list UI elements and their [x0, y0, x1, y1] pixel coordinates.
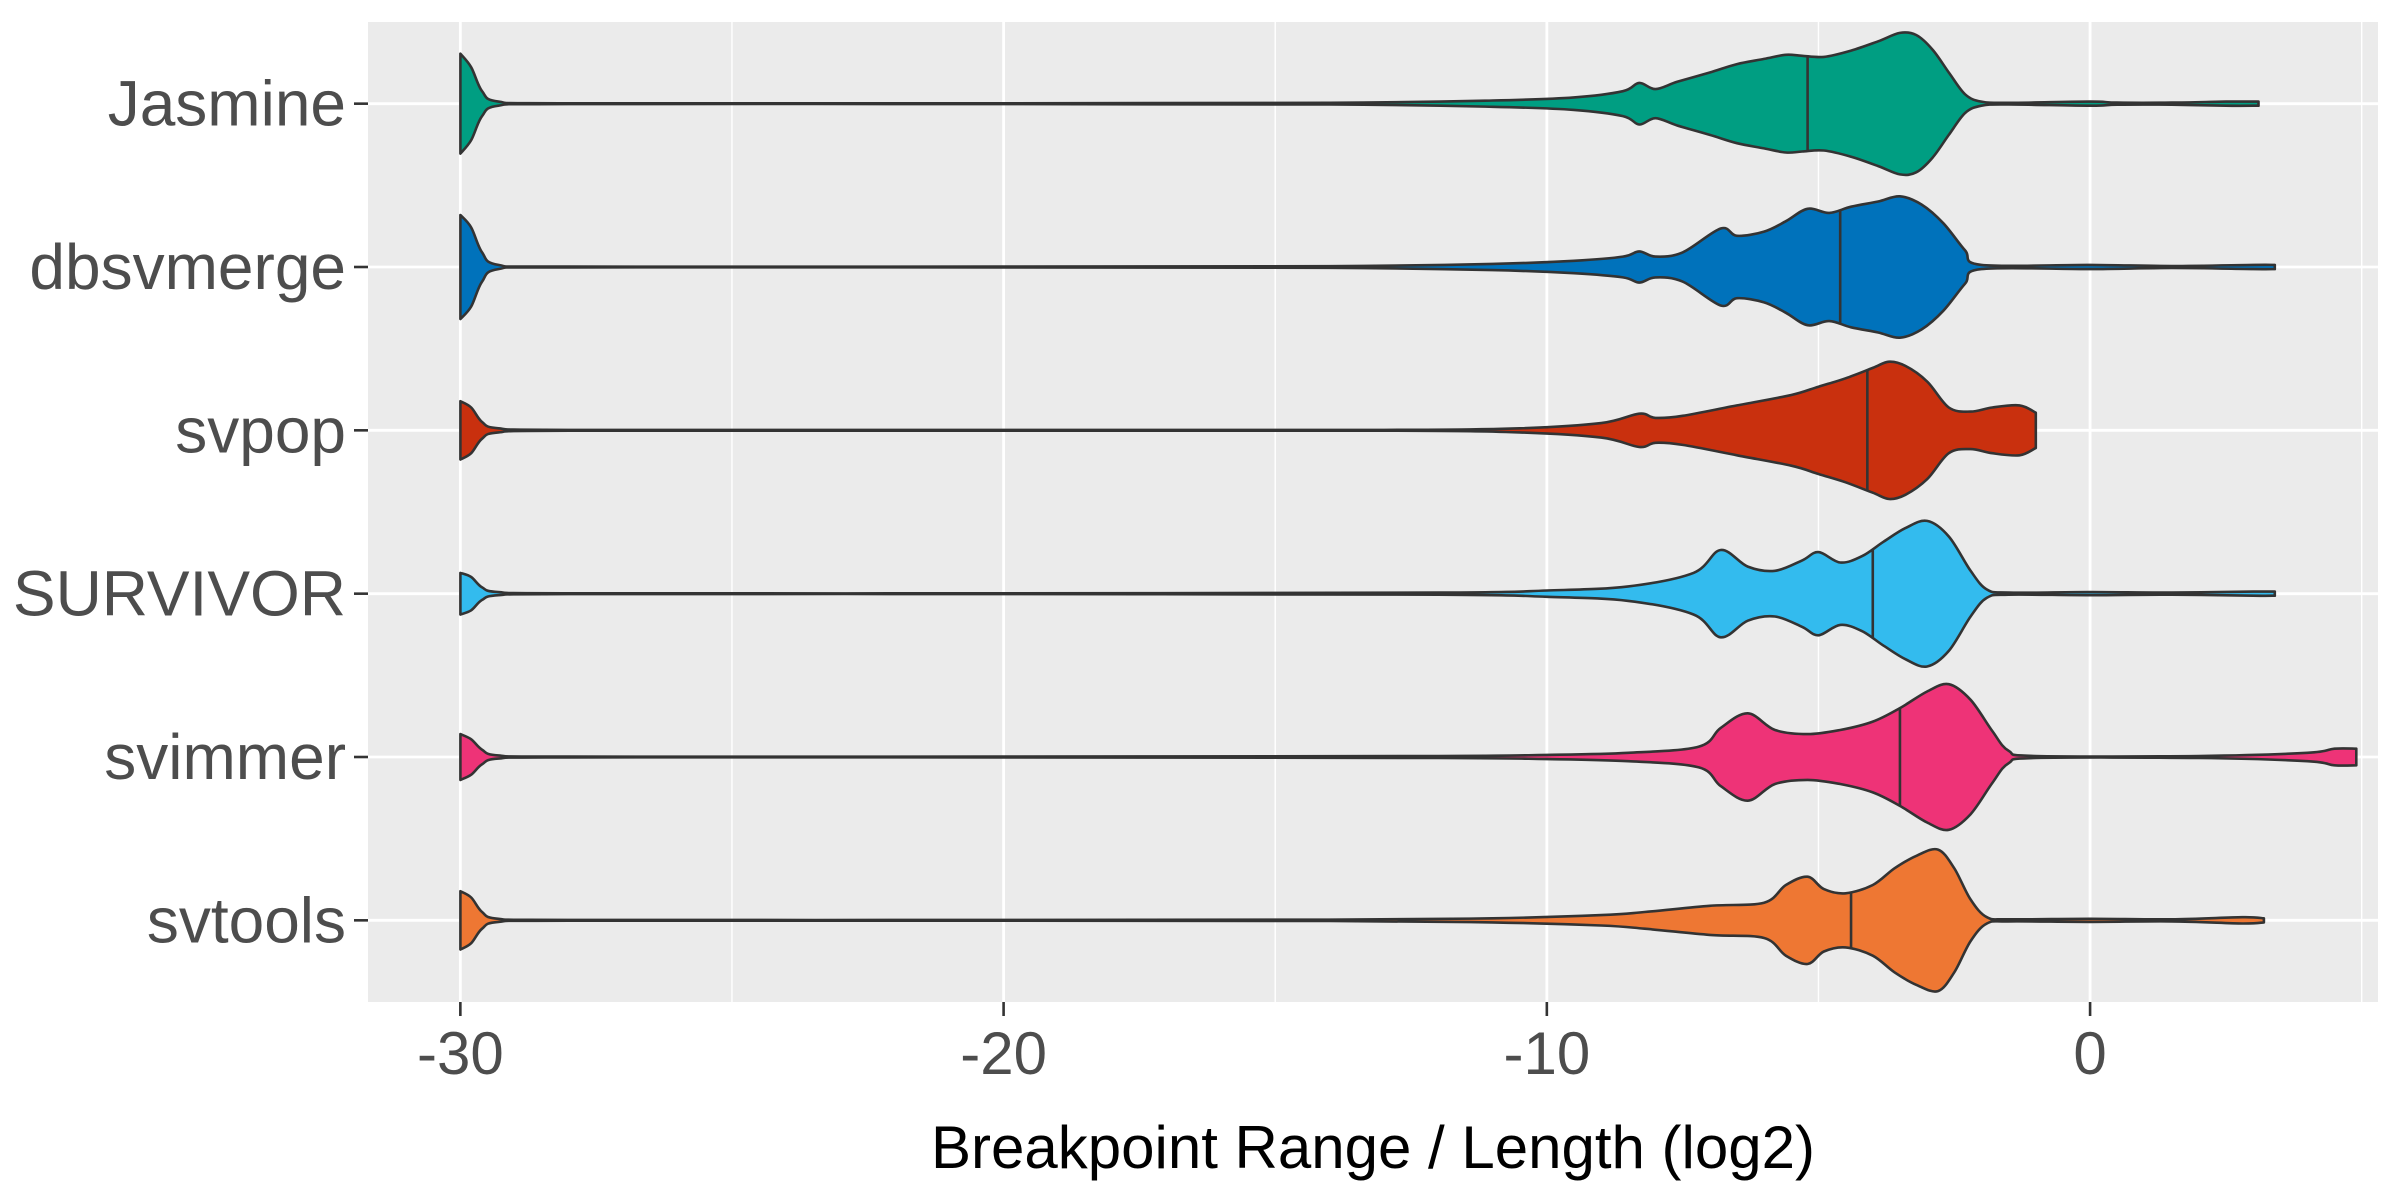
violin-Jasmine — [459, 31, 2260, 177]
x-tick-label: -20 — [960, 1020, 1047, 1087]
y-tick-label: dbsvmerge — [29, 231, 346, 303]
x-tick-label: -10 — [1503, 1020, 1590, 1087]
y-tick-label: SURVIVOR — [13, 558, 346, 630]
violin-SURVIVOR — [459, 519, 2277, 669]
violin-svtools — [459, 847, 2266, 993]
x-tick-label: -30 — [417, 1020, 504, 1087]
violin-svimmer — [459, 682, 2358, 832]
violin-dbsvmerge — [459, 194, 2277, 340]
y-tick-label: svtools — [147, 884, 346, 956]
x-tick-label: 0 — [2073, 1020, 2106, 1087]
violins — [459, 31, 2358, 993]
y-tick-label: svimmer — [104, 721, 346, 793]
y-tick-label: Jasmine — [108, 68, 346, 140]
violin-svpop — [459, 360, 2038, 501]
axis-ticks: Jasmine dbsvmerge svpop SURVIVOR svimmer svto… — [13, 68, 2107, 1087]
y-tick-label: svpop — [175, 394, 346, 466]
panel-background — [368, 22, 2378, 1002]
x-axis-title: Breakpoint Range / Length (log2) — [931, 1114, 1815, 1181]
